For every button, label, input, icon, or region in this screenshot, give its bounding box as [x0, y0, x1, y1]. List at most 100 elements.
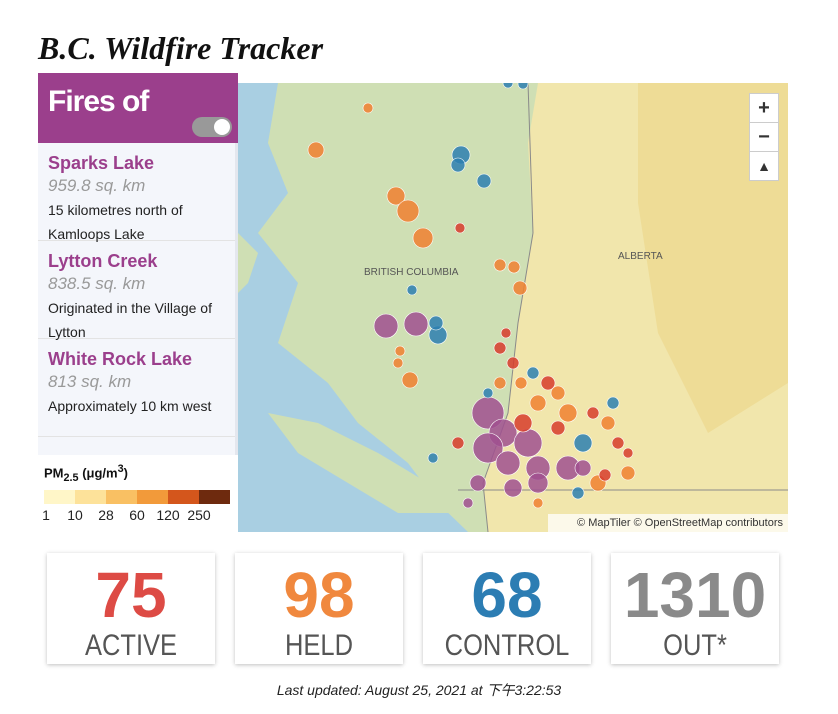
fire-marker[interactable]: [606, 396, 620, 410]
fire-marker[interactable]: [362, 102, 374, 114]
fire-marker[interactable]: [493, 341, 507, 355]
fire-marker[interactable]: [620, 465, 636, 481]
fire-marker[interactable]: [373, 313, 399, 339]
legend-tick: 120: [156, 506, 180, 523]
fire-area: 959.8 sq. km: [48, 176, 146, 195]
fire-marker[interactable]: [493, 258, 507, 272]
fire-marker[interactable]: [507, 260, 521, 274]
legend-tick: 60: [129, 506, 145, 523]
fire-marker[interactable]: [600, 415, 616, 431]
fire-marker[interactable]: [450, 157, 466, 173]
fire-marker[interactable]: [503, 478, 523, 498]
fire-marker[interactable]: [406, 284, 418, 296]
zoom-in[interactable]: +: [749, 93, 779, 123]
fire-item[interactable]: Lytton Creek 838.5 sq. km Originated in th…: [38, 241, 235, 340]
legend-swatch: [75, 489, 106, 504]
stat-label: OUT*: [663, 629, 727, 662]
fire-description: Originated in the Village of Lytton: [48, 300, 212, 340]
stat-value: 1310: [623, 559, 767, 631]
fire-marker[interactable]: [611, 436, 625, 450]
zoom-out[interactable]: −: [749, 122, 779, 152]
legend-sup: 3: [117, 463, 124, 475]
fire-marker[interactable]: [394, 345, 406, 357]
fire-marker[interactable]: [495, 450, 521, 476]
fire-marker[interactable]: [307, 141, 325, 159]
stat-card: 68 CONTROL: [423, 553, 591, 664]
fire-description: 15 kilometres north of Kamloops Lake: [48, 202, 183, 242]
fire-marker[interactable]: [451, 436, 465, 450]
legend-sub: 2.5: [63, 471, 79, 484]
fire-marker[interactable]: [428, 315, 444, 331]
legend-tick: 10: [67, 506, 83, 523]
fire-marker[interactable]: [454, 222, 466, 234]
stat-label: CONTROL: [444, 629, 570, 662]
legend-title-text: PM: [44, 465, 64, 481]
fire-marker[interactable]: [513, 413, 533, 433]
fire-description: Approximately 10 km west: [48, 398, 212, 414]
fire-marker[interactable]: [482, 387, 494, 399]
fire-item[interactable]: White Rock Lake 813 sq. km Approximately 1…: [38, 339, 235, 437]
fire-marker[interactable]: [532, 497, 544, 509]
attribution: © MapTiler © OpenStreetMap contributors: [577, 517, 783, 529]
fire-marker[interactable]: [392, 357, 404, 369]
fire-name: Lytton Creek: [48, 251, 158, 271]
legend-swatch: [44, 489, 75, 504]
fire-name: White Rock Lake: [48, 349, 193, 369]
fire-marker[interactable]: [403, 311, 429, 337]
sidebar-head: Fires of: [38, 73, 238, 143]
title: B.C. Wildfire Tracker: [38, 30, 324, 66]
fire-marker[interactable]: [513, 428, 543, 458]
sidebar: Fires of Sparks Lake 959.8 sq. km 15 kilom…: [38, 73, 238, 532]
fire-marker[interactable]: [527, 472, 549, 494]
map-label: BRITISH COLUMBIA: [364, 267, 459, 278]
legend-tick: 1: [42, 506, 50, 523]
legend-swatch: [199, 489, 230, 504]
fire-name: Sparks Lake: [48, 153, 155, 173]
fire-marker[interactable]: [469, 474, 487, 492]
fire-marker[interactable]: [550, 385, 566, 401]
compass[interactable]: ▲: [749, 151, 779, 181]
legend-unit: (μg/m: [82, 465, 118, 481]
fire-item[interactable]: Sparks Lake 959.8 sq. km 15 kilometres nor…: [38, 143, 235, 242]
fire-marker[interactable]: [558, 403, 578, 423]
map[interactable]: BRITISH COLUMBIA ALBERTA © MapTiler © Op…: [238, 83, 788, 532]
fire-marker[interactable]: [476, 173, 492, 189]
toggle[interactable]: [192, 117, 232, 137]
fire-marker[interactable]: [573, 433, 593, 453]
fire-marker[interactable]: [598, 468, 612, 482]
fire-marker[interactable]: [500, 327, 512, 339]
fire-marker[interactable]: [574, 459, 592, 477]
legend-swatch: [168, 489, 199, 504]
fire-marker[interactable]: [512, 280, 528, 296]
legend-tick: 28: [98, 506, 114, 523]
legend-swatch: [106, 489, 137, 504]
fire-marker[interactable]: [540, 375, 556, 391]
map-label: ALBERTA: [618, 251, 663, 262]
stat-card: 75 ACTIVE: [47, 553, 215, 664]
fire-marker[interactable]: [427, 452, 439, 464]
footer: Last updated: August 25, 2021 at 下午3:22:…: [276, 682, 562, 698]
stat-label: HELD: [284, 629, 354, 662]
fire-marker[interactable]: [412, 227, 434, 249]
legend-swatches: [44, 489, 232, 504]
fire-marker[interactable]: [386, 186, 406, 206]
fire-marker[interactable]: [514, 376, 528, 390]
legend-ticks: 1 10 28 60 120 250: [42, 504, 232, 523]
fire-marker[interactable]: [506, 356, 520, 370]
fire-marker[interactable]: [517, 83, 529, 90]
fire-marker[interactable]: [493, 376, 507, 390]
fire-marker[interactable]: [502, 83, 514, 89]
fire-marker[interactable]: [550, 420, 566, 436]
fire-marker[interactable]: [462, 497, 474, 509]
fire-marker[interactable]: [401, 371, 419, 389]
fire-marker[interactable]: [529, 394, 547, 412]
fire-marker[interactable]: [586, 406, 600, 420]
fire-area: 838.5 sq. km: [48, 274, 146, 293]
fire-marker[interactable]: [571, 486, 585, 500]
fire-marker[interactable]: [622, 447, 634, 459]
fire-marker[interactable]: [472, 432, 504, 464]
fire-marker[interactable]: [396, 199, 420, 223]
fire-marker[interactable]: [526, 366, 540, 380]
stat-card: 1310 OUT*: [611, 553, 779, 664]
